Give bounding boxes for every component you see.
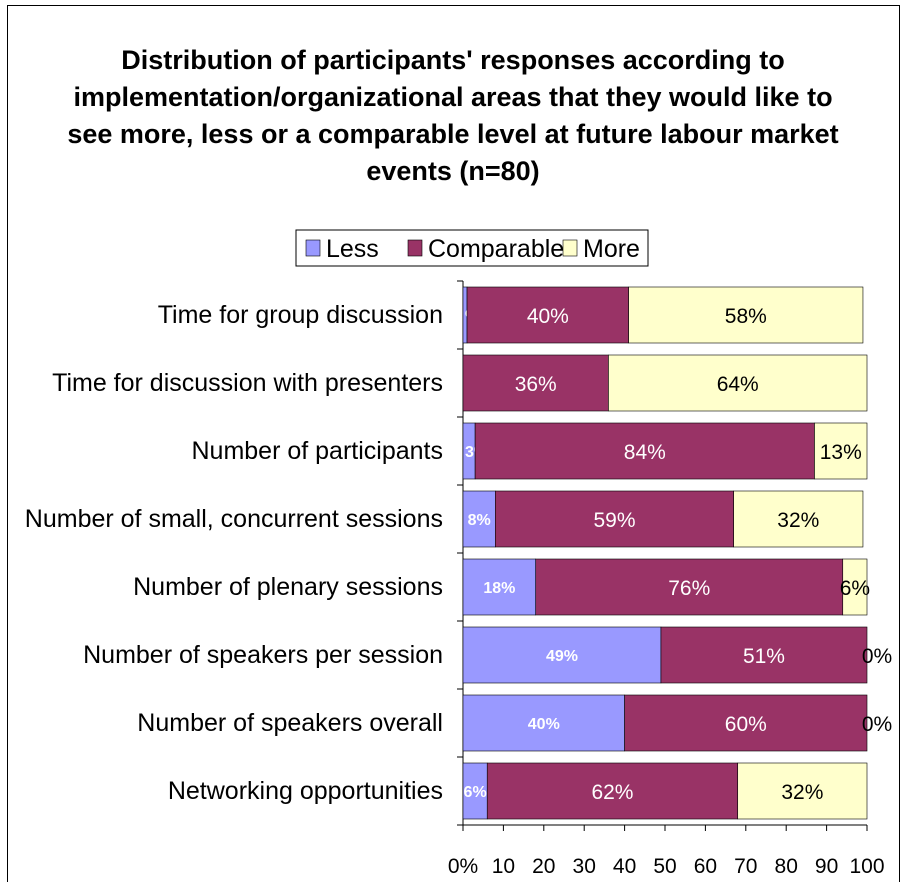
x-tick-label: 50 bbox=[653, 855, 676, 878]
data-label-less: 6% bbox=[464, 784, 487, 801]
title-line-3: see more, less or a comparable level at … bbox=[67, 119, 839, 149]
data-label-less: 8% bbox=[468, 512, 491, 529]
bar-more bbox=[814, 422, 868, 480]
x-tick-label: 0% bbox=[448, 855, 478, 878]
data-label-more: 13% bbox=[820, 441, 862, 464]
category-label: Time for discussion with presenters bbox=[52, 369, 443, 397]
bar-more bbox=[628, 286, 864, 344]
title-line-2: implementation/organizational areas that… bbox=[73, 82, 833, 112]
bar-more bbox=[608, 354, 868, 412]
category-label: Number of small, concurrent sessions bbox=[25, 505, 443, 533]
data-label-comparable: 51% bbox=[743, 645, 785, 668]
x-tick-label: 70 bbox=[734, 855, 757, 878]
data-label-comparable: 60% bbox=[725, 713, 767, 736]
data-label-less: 40% bbox=[528, 716, 560, 733]
bar-less bbox=[462, 490, 496, 548]
bar-less bbox=[462, 762, 488, 820]
legend-swatch-less bbox=[305, 239, 321, 257]
legend-swatch-more bbox=[562, 239, 578, 257]
legend-label-more: More bbox=[583, 235, 640, 263]
bar-less bbox=[462, 558, 537, 616]
data-label-more: 6% bbox=[840, 577, 870, 600]
title-line-4: events (n=80) bbox=[366, 156, 540, 186]
data-label-more: 58% bbox=[725, 305, 767, 328]
legend-label-comparable: Comparable bbox=[428, 235, 564, 263]
data-label-comparable: 59% bbox=[593, 509, 635, 532]
data-label-comparable: 40% bbox=[527, 305, 569, 328]
category-label: Number of speakers per session bbox=[83, 641, 443, 669]
category-label: Number of speakers overall bbox=[137, 709, 443, 737]
bar-comparable bbox=[462, 354, 609, 412]
bar-comparable bbox=[474, 422, 815, 480]
legend-label-less: Less bbox=[326, 235, 379, 263]
category-label: Number of plenary sessions bbox=[133, 573, 443, 601]
x-tick-label: 10 bbox=[492, 855, 515, 878]
legend-swatch-comparable bbox=[407, 239, 423, 257]
x-tick-label: 100 bbox=[849, 855, 884, 878]
chart-title: Distribution of participants' responses … bbox=[40, 42, 866, 190]
bar-comparable bbox=[495, 490, 734, 548]
data-label-more: 0% bbox=[862, 713, 892, 736]
x-tick-label: 60 bbox=[694, 855, 717, 878]
bar-more bbox=[733, 490, 864, 548]
data-label-more: 64% bbox=[717, 373, 759, 396]
data-label-comparable: 84% bbox=[624, 441, 666, 464]
category-label: Time for group discussion bbox=[158, 301, 443, 329]
data-label-more: 32% bbox=[777, 509, 819, 532]
bar-comparable bbox=[486, 762, 739, 820]
data-label-more: 32% bbox=[781, 781, 823, 804]
bar-comparable bbox=[660, 626, 868, 684]
data-label-comparable: 76% bbox=[668, 577, 710, 600]
title-line-1: Distribution of participants' responses … bbox=[121, 45, 785, 75]
x-tick-label: 30 bbox=[573, 855, 596, 878]
x-tick-label: 40 bbox=[613, 855, 636, 878]
data-label-comparable: 62% bbox=[591, 781, 633, 804]
data-label-less: 18% bbox=[483, 580, 515, 597]
bar-more bbox=[737, 762, 868, 820]
x-tick-label: 90 bbox=[815, 855, 838, 878]
x-tick-label: 80 bbox=[775, 855, 798, 878]
category-label: Number of participants bbox=[191, 437, 443, 465]
category-label: Networking opportunities bbox=[168, 777, 443, 805]
legend-box bbox=[295, 229, 649, 267]
data-label-less: 49% bbox=[546, 648, 578, 665]
bar-more bbox=[842, 558, 868, 616]
bar-comparable bbox=[535, 558, 844, 616]
bar-comparable bbox=[624, 694, 868, 752]
data-label-more: 0% bbox=[862, 645, 892, 668]
x-tick-label: 20 bbox=[532, 855, 555, 878]
data-label-comparable: 36% bbox=[515, 373, 557, 396]
